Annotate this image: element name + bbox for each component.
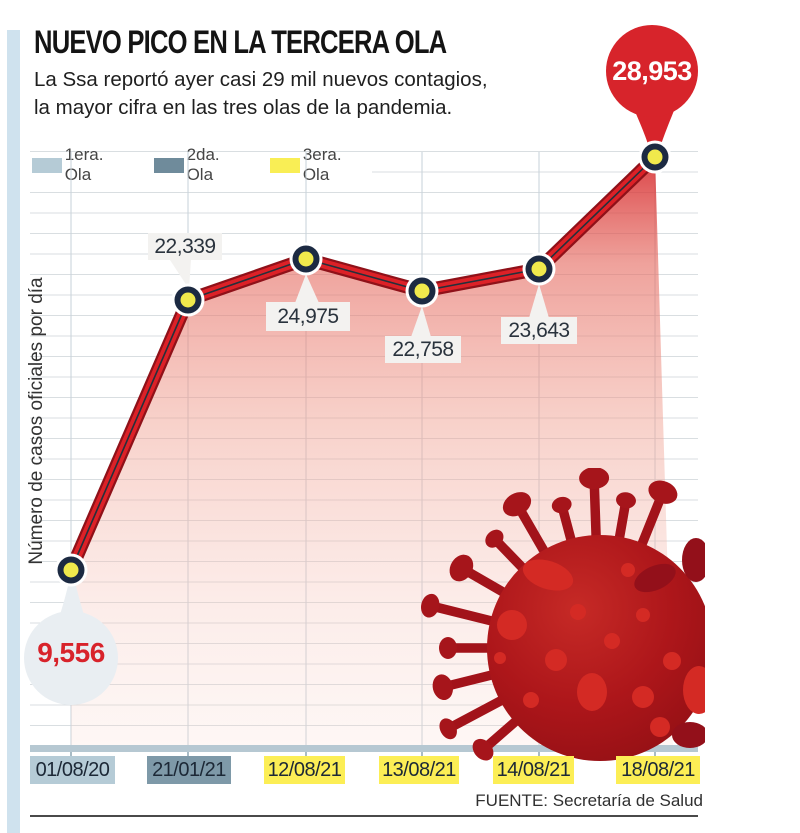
callout-label: 23,643 [501,317,577,344]
callout-label: 22,339 [148,233,222,260]
subtitle-line-2: la mayor cifra en las tres olas de la pa… [34,96,453,119]
data-point-marker [405,274,439,308]
callout-pointers [170,260,549,337]
legend-label: 3era. Ola [302,145,342,184]
wave3-swatch-icon [270,157,300,173]
data-point-marker [171,283,205,317]
bottom-rule [30,815,698,817]
x-axis-label: 21/01/21 [147,756,231,784]
x-axis-label: 18/08/21 [616,756,700,784]
max-value-bubble [606,25,698,151]
legend-item-wave3: 3era. Ola [270,145,372,185]
chart-legend: 1era. Ola 2da. Ola 3era. Ola [30,145,372,184]
virus-illustration [420,468,705,761]
min-value-label: 9,556 [37,637,105,668]
x-axis-label: 14/08/21 [493,756,574,784]
left-accent-bar [7,30,20,833]
wave2-swatch-icon [153,157,184,173]
x-axis-label: 01/08/20 [30,756,115,784]
wave1-swatch-icon [32,157,62,173]
page-title: NUEVO PICO EN LA TERCERA OLA [34,24,447,60]
data-point-marker [522,252,556,286]
y-axis-label: Número de casos oficiales por día [26,277,47,565]
data-point-marker [638,140,672,174]
source-note: FUENTE: Secretaría de Salud [475,791,703,810]
max-value-label: 28,953 [612,56,692,86]
data-point-markers [54,140,672,587]
x-axis-baseline-bar [30,745,698,752]
legend-item-wave1: 1era. Ola [32,145,134,185]
x-axis-label: 12/08/21 [264,756,345,784]
data-point-marker [289,242,323,276]
callout-label: 22,758 [385,336,461,363]
callout-label: 24,975 [266,302,350,331]
legend-label: 2da. Ola [186,145,220,184]
subtitle: La Ssa reportó ayer casi 29 mil nuevos c… [34,66,488,122]
x-axis-label: 13/08/21 [379,756,459,784]
subtitle-line-1: La Ssa reportó ayer casi 29 mil nuevos c… [34,68,488,91]
min-value-bubble [24,577,118,705]
data-point-marker [54,553,88,587]
legend-item-wave2: 2da. Ola [153,145,250,185]
line-series [64,150,662,577]
